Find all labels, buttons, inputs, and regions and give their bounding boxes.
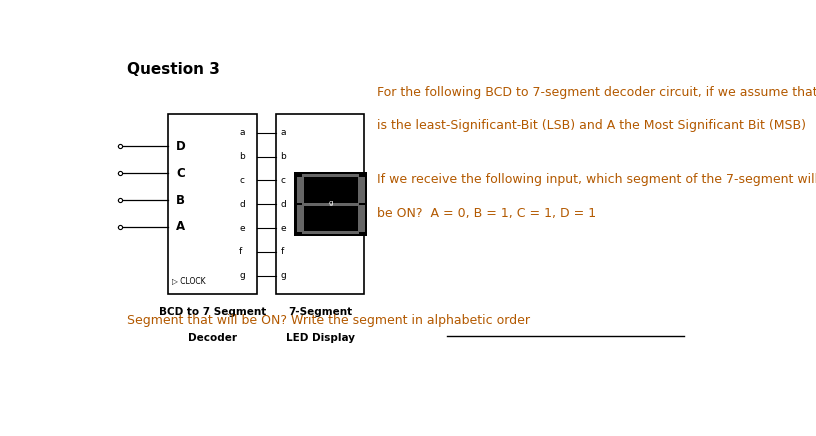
Bar (357, 177, 365, 203)
Bar (357, 205, 365, 232)
Text: d: d (329, 236, 333, 242)
Text: A: A (176, 220, 185, 233)
Text: e: e (281, 224, 286, 232)
Bar (168, 114, 257, 294)
Text: b: b (281, 152, 286, 161)
Text: a: a (281, 128, 286, 137)
Text: 7-Segment: 7-Segment (288, 307, 353, 317)
Text: c: c (281, 176, 286, 185)
Text: If we receive the following input, which segment of the 7-segment will: If we receive the following input, which… (377, 173, 816, 186)
Bar (276, 114, 365, 294)
Text: LED Display: LED Display (286, 333, 355, 343)
Bar (297, 177, 304, 203)
Text: d: d (281, 200, 286, 209)
Text: C: C (176, 167, 184, 180)
Text: f: f (291, 187, 294, 193)
Text: c: c (367, 215, 371, 221)
Text: c: c (239, 176, 244, 185)
Text: a: a (239, 128, 245, 137)
Bar (303, 203, 359, 206)
Text: Segment that will be ON? Write the segment in alphabetic order: Segment that will be ON? Write the segme… (127, 314, 534, 327)
Text: d: d (239, 200, 245, 209)
Text: be ON?  A = 0, B = 1, C = 1, D = 1: be ON? A = 0, B = 1, C = 1, D = 1 (377, 207, 596, 220)
Text: Decoder: Decoder (188, 333, 237, 343)
Text: e: e (239, 224, 245, 232)
Bar (303, 231, 359, 234)
Text: a: a (329, 167, 333, 173)
Bar (294, 172, 367, 236)
Text: f: f (239, 247, 242, 256)
Text: Question 3: Question 3 (127, 62, 220, 78)
Bar (303, 174, 359, 177)
Text: g: g (239, 271, 245, 280)
Text: is the least-Significant-Bit (LSB) and A the Most Significant Bit (MSB): is the least-Significant-Bit (LSB) and A… (377, 119, 806, 133)
Text: ▷ CLOCK: ▷ CLOCK (171, 276, 205, 285)
Text: g: g (281, 271, 286, 280)
Text: D: D (176, 140, 186, 153)
Text: e: e (290, 215, 295, 221)
Text: B: B (176, 194, 185, 207)
Text: f: f (281, 247, 284, 256)
Text: BCD to 7 Segment: BCD to 7 Segment (159, 307, 266, 317)
Bar (297, 205, 304, 232)
Text: For the following BCD to 7-segment decoder circuit, if we assume that D: For the following BCD to 7-segment decod… (377, 86, 816, 99)
Text: g: g (329, 200, 333, 206)
Text: b: b (239, 152, 245, 161)
Text: b: b (367, 187, 371, 193)
